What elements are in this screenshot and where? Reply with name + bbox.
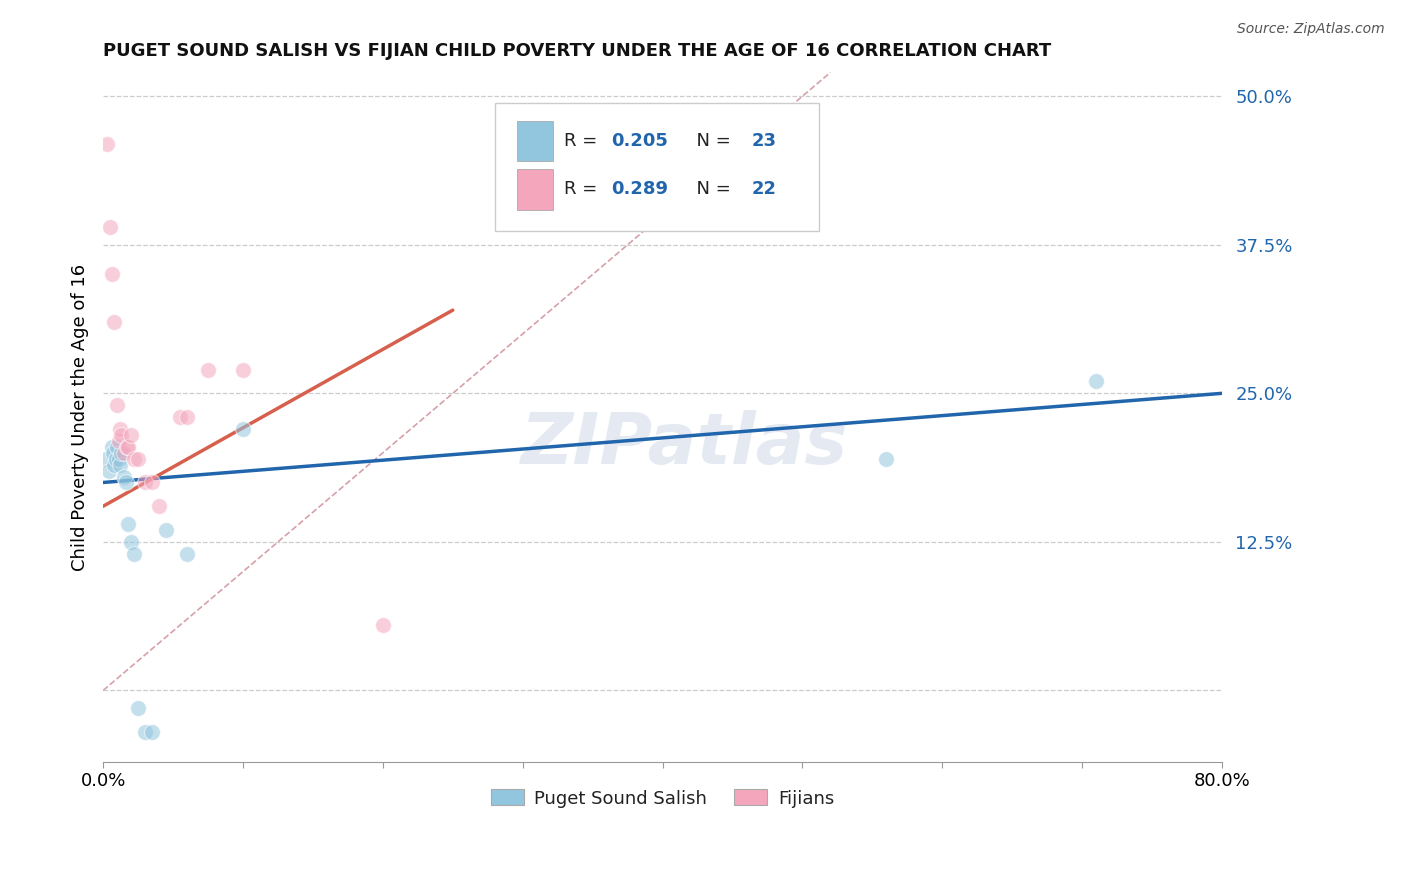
Point [104, 451, 127, 466]
Point [875, 451, 897, 466]
Point [117, 440, 139, 454]
Point [112, 446, 135, 460]
Text: 0.205: 0.205 [612, 132, 668, 150]
Text: ZIPatlas: ZIPatlas [522, 410, 849, 479]
Point [112, 469, 135, 483]
Point [134, 475, 156, 490]
Point [1085, 375, 1108, 389]
Text: PUGET SOUND SALISH VS FIJIAN CHILD POVERTY UNDER THE AGE OF 16 CORRELATION CHART: PUGET SOUND SALISH VS FIJIAN CHILD POVER… [103, 42, 1052, 60]
Point [94, 451, 117, 466]
Y-axis label: Child Poverty Under the Age of 16: Child Poverty Under the Age of 16 [72, 263, 89, 571]
Point [141, 725, 163, 739]
Text: 0.289: 0.289 [612, 180, 668, 198]
Point [120, 428, 142, 442]
Point [117, 517, 139, 532]
Point [105, 440, 128, 454]
Point [96, 136, 118, 151]
Point [122, 451, 145, 466]
Point [141, 475, 163, 490]
Point [107, 451, 129, 466]
Text: 23: 23 [752, 132, 778, 150]
Point [127, 701, 149, 715]
Point [101, 446, 124, 460]
Text: R =: R = [564, 132, 603, 150]
Text: 22: 22 [752, 180, 778, 198]
Point [176, 410, 198, 425]
Point [97, 464, 120, 478]
FancyBboxPatch shape [495, 103, 820, 231]
Point [115, 440, 138, 454]
Text: N =: N = [685, 132, 737, 150]
Point [371, 618, 394, 632]
Point [148, 500, 170, 514]
Point [98, 219, 121, 234]
Point [110, 428, 132, 442]
FancyBboxPatch shape [517, 120, 553, 161]
Point [120, 535, 142, 549]
Point [103, 458, 125, 472]
Point [100, 440, 122, 454]
Point [127, 451, 149, 466]
Point [100, 268, 122, 282]
Text: N =: N = [685, 180, 737, 198]
Point [122, 547, 145, 561]
Point [114, 475, 136, 490]
Point [107, 434, 129, 448]
Point [103, 315, 125, 329]
Point [176, 547, 198, 561]
Point [134, 725, 156, 739]
Point [232, 422, 254, 436]
Point [155, 523, 177, 537]
Text: Source: ZipAtlas.com: Source: ZipAtlas.com [1237, 22, 1385, 37]
FancyBboxPatch shape [517, 169, 553, 210]
Point [110, 446, 132, 460]
Point [108, 458, 131, 472]
Point [232, 362, 254, 376]
Point [169, 410, 191, 425]
Text: R =: R = [564, 180, 603, 198]
Point [105, 398, 128, 412]
Point [108, 422, 131, 436]
Point [197, 362, 219, 376]
Legend: Puget Sound Salish, Fijians: Puget Sound Salish, Fijians [484, 782, 841, 814]
